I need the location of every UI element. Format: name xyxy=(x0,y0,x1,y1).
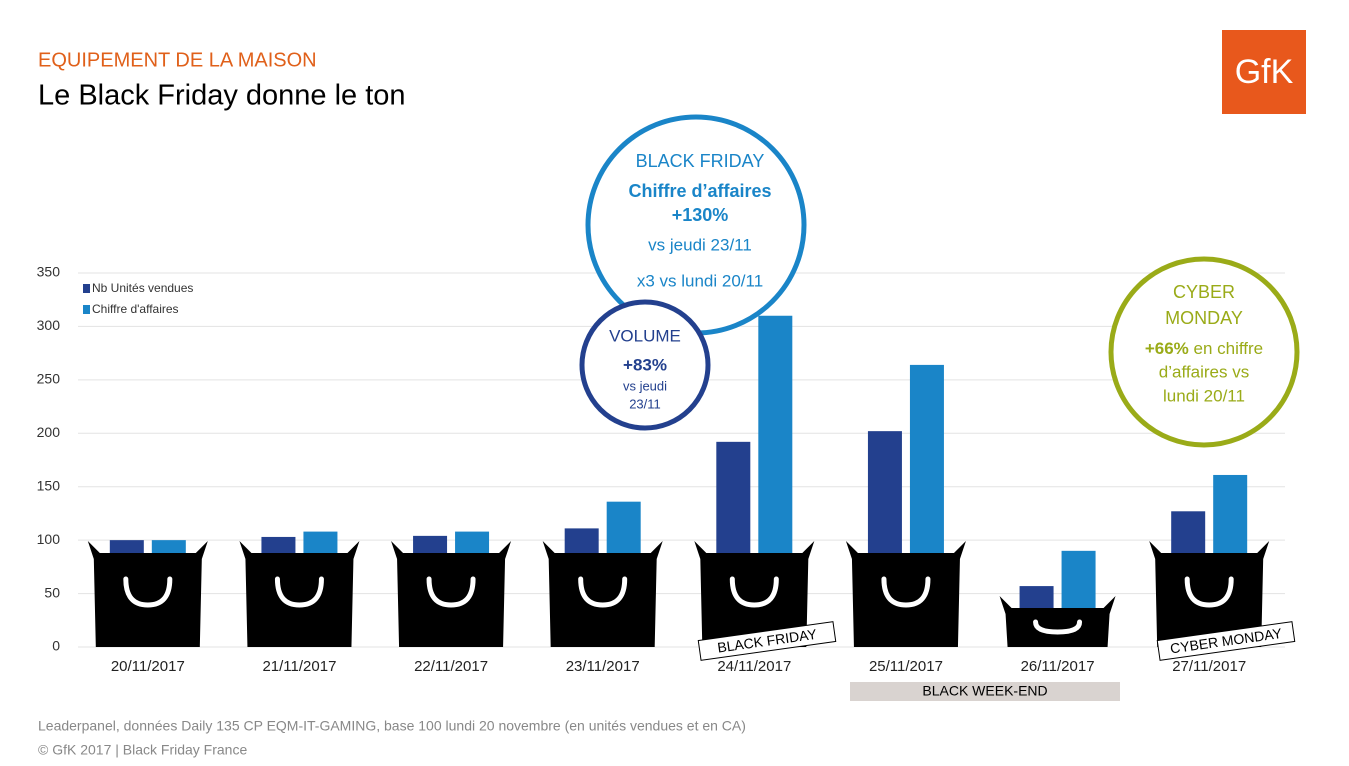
callout-title: VOLUME xyxy=(609,326,681,345)
bag-handle xyxy=(881,576,931,608)
copyright: © GfK 2017 | Black Friday France xyxy=(38,742,247,758)
callout-title: MONDAY xyxy=(1165,308,1243,328)
callout-sub: vs jeudi 23/11 xyxy=(648,235,752,254)
callout-line: +83% xyxy=(623,355,667,374)
x-tick-label: 25/11/2017 xyxy=(869,658,943,675)
bag-handle xyxy=(274,576,324,608)
callout-text: en chiffre xyxy=(1189,339,1263,358)
legend-label: Nb Unités vendues xyxy=(92,281,193,295)
x-tick-label: 26/11/2017 xyxy=(1021,658,1095,675)
category: EQUIPEMENT DE LA MAISON xyxy=(38,49,317,71)
y-tick-label: 0 xyxy=(52,638,60,654)
bag xyxy=(87,541,208,647)
callout-title: CYBER xyxy=(1173,282,1235,302)
callout-circle xyxy=(585,114,807,336)
bag-handle xyxy=(1033,619,1083,635)
tag-box xyxy=(697,621,837,661)
bag xyxy=(1149,541,1270,647)
y-tick-label: 350 xyxy=(37,264,61,280)
y-tick-label: 50 xyxy=(44,584,60,600)
callout-sub: 23/11 xyxy=(629,396,661,411)
callout-line: Chiffre d’affaires xyxy=(628,181,771,201)
callout-circle xyxy=(579,299,711,431)
legend-swatch xyxy=(83,284,90,293)
week-end-label: BLACK WEEK-END xyxy=(922,683,1047,699)
x-tick-label: 23/11/2017 xyxy=(566,658,640,675)
bag xyxy=(391,541,512,647)
x-tick-label: 21/11/2017 xyxy=(262,658,336,675)
bag xyxy=(239,541,360,647)
bag-handle xyxy=(123,576,173,608)
bag xyxy=(845,541,966,647)
y-tick-label: 100 xyxy=(37,531,61,547)
x-tick-label: 24/11/2017 xyxy=(717,658,791,675)
bag-handle xyxy=(426,576,476,608)
legend-swatch xyxy=(83,305,90,314)
callout-title: BLACK FRIDAY xyxy=(636,151,765,171)
bag xyxy=(694,541,815,647)
callout-line: +66% en chiffre xyxy=(1145,339,1263,358)
callout-circle xyxy=(1108,256,1300,448)
y-tick-label: 150 xyxy=(37,477,61,493)
bag-handle xyxy=(578,576,628,608)
legend-label: Chiffre d'affaires xyxy=(92,302,179,316)
bag xyxy=(999,596,1116,647)
source: Leaderpanel, données Daily 135 CP EQM-IT… xyxy=(38,718,746,734)
logo-box xyxy=(1222,30,1306,114)
callout-line: +130% xyxy=(672,205,729,225)
callout-bold: +66% xyxy=(1145,339,1189,358)
x-tick-label: 20/11/2017 xyxy=(111,658,185,675)
bag-handle xyxy=(1184,576,1234,608)
week-end-box xyxy=(850,682,1120,701)
callout-line: d’affaires vs xyxy=(1159,362,1249,381)
y-tick-label: 300 xyxy=(37,317,61,333)
callout-sub: x3 vs lundi 20/11 xyxy=(637,271,763,290)
callout-line: lundi 20/11 xyxy=(1163,386,1245,405)
tag-box xyxy=(1156,621,1296,661)
bag-handle xyxy=(729,576,779,608)
x-tick-label: 27/11/2017 xyxy=(1172,658,1246,675)
callout-sub: vs jeudi xyxy=(623,378,667,393)
x-tick-label: 22/11/2017 xyxy=(414,658,488,675)
y-tick-label: 250 xyxy=(37,371,61,387)
y-tick-label: 200 xyxy=(37,424,61,440)
logo: GfK xyxy=(1235,53,1294,91)
bag xyxy=(542,541,663,647)
title: Le Black Friday donne le ton xyxy=(38,80,406,112)
